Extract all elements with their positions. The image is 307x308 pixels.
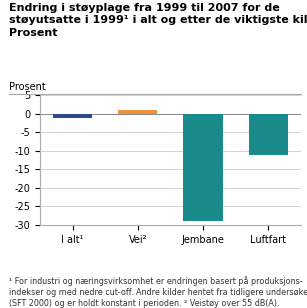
Bar	[184, 114, 223, 221]
Bar	[249, 114, 288, 155]
Text: Endring i støyplage fra 1999 til 2007 for de
støyutsatte i 1999¹ i alt og etter : Endring i støyplage fra 1999 til 2007 fo…	[9, 3, 307, 38]
Bar	[53, 114, 92, 118]
Text: Prosent: Prosent	[9, 83, 46, 92]
Text: ¹ For industri og næringsvirksomhet er endringen basert på produksjons-
indekser: ¹ For industri og næringsvirksomhet er e…	[9, 276, 307, 308]
Bar	[118, 110, 157, 114]
